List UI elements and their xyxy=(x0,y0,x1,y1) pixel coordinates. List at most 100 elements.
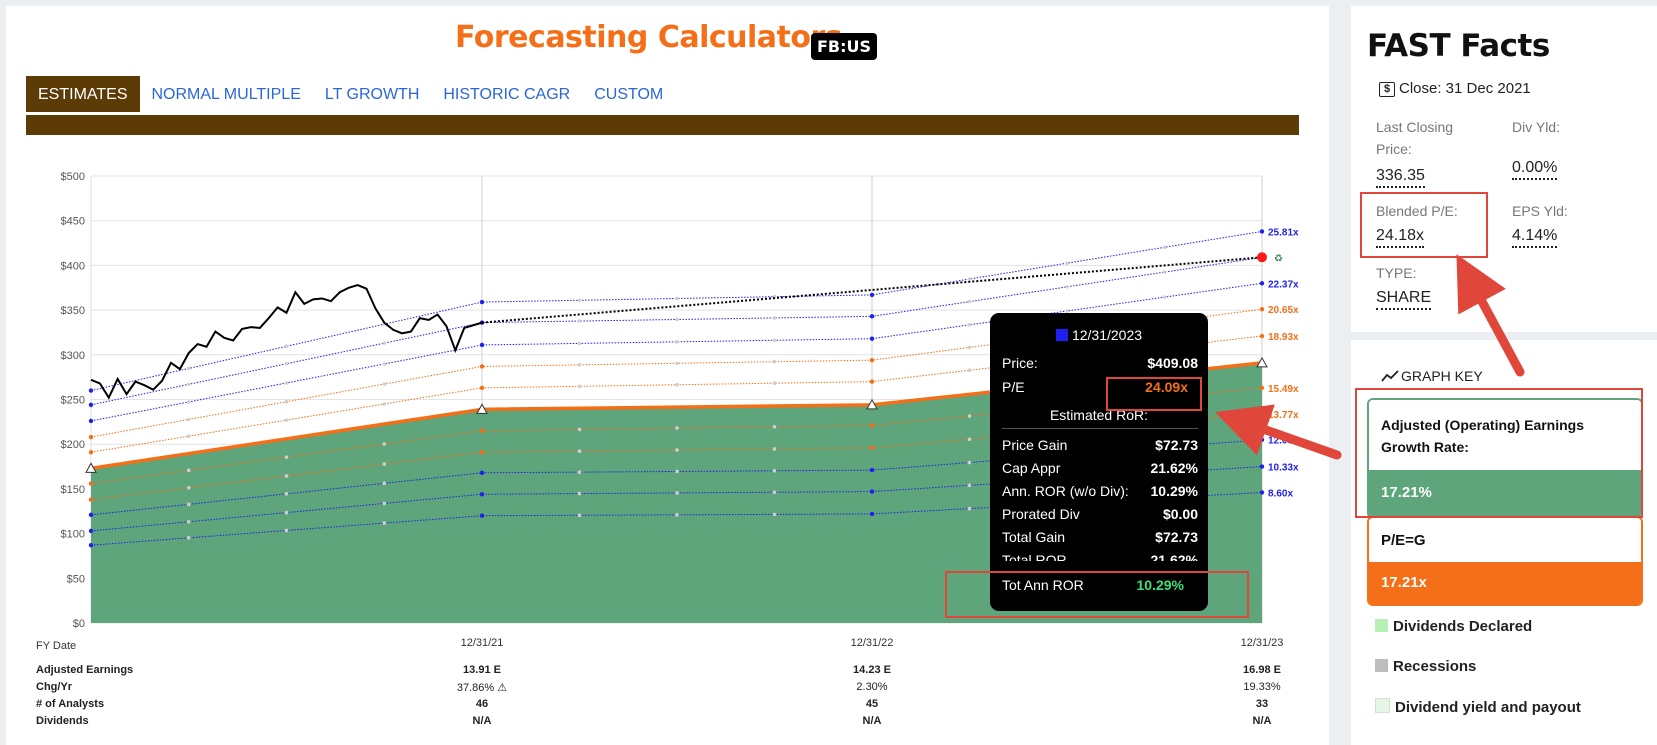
multiple-label: 15.49x xyxy=(1268,384,1299,395)
legend-dividends-declared[interactable]: Dividends Declared xyxy=(1375,618,1532,635)
tab-custom[interactable]: CUSTOM xyxy=(594,86,664,103)
interpolation-dot xyxy=(186,417,191,422)
interpolation-dot xyxy=(675,469,679,474)
table-cell: 16.98 E xyxy=(1243,664,1281,676)
fast-facts-title: FAST Facts xyxy=(1367,28,1550,64)
multiple-point xyxy=(88,418,94,424)
price-projection-line xyxy=(481,256,1263,324)
tab-estimates[interactable]: ESTIMATES xyxy=(26,76,140,112)
multiple-label: 8.60x xyxy=(1268,488,1293,499)
tooltip-divider xyxy=(1002,428,1198,429)
multiple-point xyxy=(88,388,94,393)
peg-card[interactable]: P/E=G 17.21x xyxy=(1367,516,1643,606)
y-tick-label: $50 xyxy=(67,573,85,585)
tooltip-ror-header: Estimated RoR: xyxy=(1049,407,1149,423)
y-tick-label: $400 xyxy=(61,260,85,272)
multiple-point xyxy=(88,528,94,534)
graph-key-title: GRAPH KEY xyxy=(1381,368,1483,384)
multiple-label: 13.77x xyxy=(1268,410,1299,421)
type-value[interactable]: SHARE xyxy=(1376,288,1432,310)
interpolation-dot xyxy=(967,414,972,418)
multiple-point xyxy=(869,423,875,428)
warning-icon[interactable]: ⚠ xyxy=(494,682,508,694)
x-tick-label: 12/31/21 xyxy=(461,637,504,649)
multiple-label: 12.05x xyxy=(1268,436,1299,447)
interpolation-dot xyxy=(577,319,582,323)
multiple-point xyxy=(1259,464,1265,469)
interpolation-dot xyxy=(772,359,777,364)
multiple-point xyxy=(1259,385,1265,391)
multiple-point xyxy=(88,481,94,486)
interpolation-dot xyxy=(675,340,679,344)
interpolation-dot xyxy=(675,382,679,387)
table-cell: N/A xyxy=(862,715,882,727)
multiple-label: 18.93x xyxy=(1268,332,1299,343)
table-cell: 2.30% xyxy=(856,681,888,693)
div-yld-value[interactable]: 0.00% xyxy=(1512,158,1558,180)
multiple-point xyxy=(479,492,485,497)
y-tick-label: $150 xyxy=(61,484,85,496)
interpolation-dot xyxy=(772,316,777,320)
interpolation-dot xyxy=(772,381,777,385)
last-price-label: Last Closing Price: xyxy=(1376,119,1454,157)
interpolation-dot xyxy=(186,434,191,438)
table-row-label: Dividends xyxy=(36,715,89,727)
tooltip-row-label: Prorated Div xyxy=(1002,506,1080,522)
earnings-marker xyxy=(1256,356,1268,368)
legend-recessions[interactable]: Recessions xyxy=(1375,658,1476,675)
last-price-value[interactable]: 336.35 xyxy=(1376,166,1425,188)
interpolation-dot xyxy=(186,502,191,507)
interpolation-dot xyxy=(577,427,582,432)
earnings-card-callout-box xyxy=(1355,388,1643,518)
earnings-growth-card-header: Adjusted (Operating) Earnings Growth Rat… xyxy=(1369,400,1641,470)
peg-card-header: P/E=G xyxy=(1369,518,1641,562)
multiple-point xyxy=(869,489,875,494)
tooltip-row-label: Price Gain xyxy=(1002,437,1068,453)
interpolation-dot xyxy=(675,426,679,430)
y-tick-label: $100 xyxy=(61,529,85,541)
multiple-point xyxy=(479,342,485,348)
price-line xyxy=(90,284,483,400)
tab-normal-multiple[interactable]: NORMAL MULTIPLE xyxy=(151,86,301,103)
interpolation-dot xyxy=(577,363,582,367)
projection-endpoint xyxy=(1257,252,1267,263)
multiple-point xyxy=(869,467,875,473)
earnings-marker xyxy=(866,398,878,410)
legend-dividend-yield[interactable]: Dividend yield and payout xyxy=(1375,698,1581,716)
interpolation-dot xyxy=(772,490,777,495)
blended-pe-value[interactable]: 24.18x xyxy=(1376,226,1425,248)
interpolation-dot xyxy=(284,418,289,422)
interpolation-dot xyxy=(577,449,582,453)
tab-historic-cagr[interactable]: HISTORIC CAGR xyxy=(443,86,571,103)
tooltip-tot-label: Tot Ann ROR xyxy=(1002,577,1084,593)
tab-lt-growth[interactable]: LT GROWTH xyxy=(324,86,420,103)
interpolation-dot xyxy=(967,299,972,304)
eps-yld-value[interactable]: 4.14% xyxy=(1512,226,1558,248)
multiple-point xyxy=(88,434,94,440)
interpolation-dot xyxy=(284,455,289,459)
interpolation-dot xyxy=(382,402,387,406)
interpolation-dot xyxy=(967,483,972,488)
blended-pe-callout-box xyxy=(1360,192,1488,258)
interpolation-dot xyxy=(1065,285,1069,289)
ticker-badge: FB:US xyxy=(811,33,878,60)
tooltip-price-value: $409.08 xyxy=(1147,355,1198,371)
interpolation-dot xyxy=(382,501,387,506)
y-tick-label: $500 xyxy=(61,171,85,183)
reset-icon: ♻ xyxy=(1274,253,1283,264)
tooltip-row-label: Cap Appr xyxy=(1002,460,1061,476)
table-cell: 45 xyxy=(865,698,879,710)
interpolation-dot xyxy=(1162,295,1167,299)
interpolation-dot xyxy=(675,317,679,322)
interpolation-dot xyxy=(284,510,289,515)
interpolation-dot xyxy=(675,513,679,517)
tooltip-date-text: 12/31/2023 xyxy=(1071,327,1143,343)
series-swatch xyxy=(1055,329,1068,341)
legend-label: Recessions xyxy=(1393,658,1477,675)
interpolation-dot xyxy=(382,382,387,386)
interpolation-dot xyxy=(772,338,777,343)
tooltip-row-label: Total Gain xyxy=(1002,529,1066,545)
interpolation-dot xyxy=(284,399,289,404)
interpolation-dot xyxy=(577,384,582,389)
interpolation-dot xyxy=(284,344,289,349)
